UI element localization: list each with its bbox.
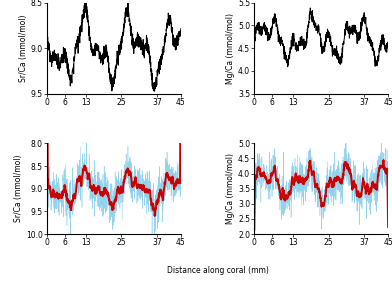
Y-axis label: Sr/Ca (mmol/mol): Sr/Ca (mmol/mol) — [14, 155, 23, 222]
Y-axis label: Mg/Ca (mmol/mol): Mg/Ca (mmol/mol) — [226, 13, 235, 84]
Y-axis label: Mg/Ca (mmol/mol): Mg/Ca (mmol/mol) — [226, 153, 235, 224]
Text: Distance along coral (mm): Distance along coral (mm) — [167, 266, 269, 275]
Y-axis label: Sr/Ca (mmol/mol): Sr/Ca (mmol/mol) — [19, 14, 28, 82]
